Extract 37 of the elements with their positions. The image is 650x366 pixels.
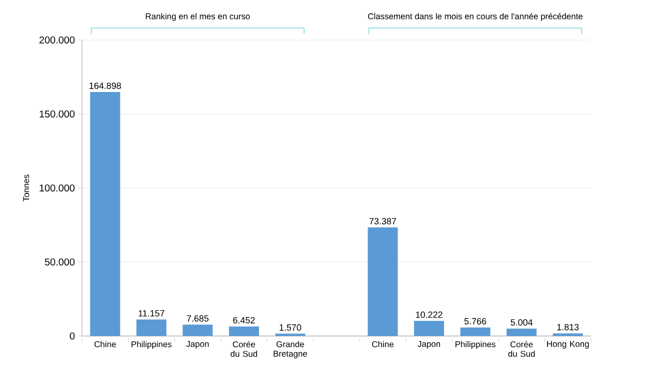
x-tick-label: Corée du Sud — [508, 341, 535, 357]
data-label: 1.813 — [557, 324, 579, 330]
data-label: 7.685 — [186, 315, 209, 322]
y-tick-label: 50.000 — [44, 258, 75, 266]
data-label: 5.766 — [464, 318, 486, 324]
data-label: 1.570 — [280, 324, 302, 331]
bar — [552, 333, 583, 336]
x-tick-label: Corée du Sud — [230, 341, 258, 357]
data-label: 6.452 — [233, 317, 255, 324]
data-label: 11.157 — [138, 310, 164, 316]
bar — [506, 328, 537, 336]
data-label: 164.898 — [90, 82, 121, 89]
x-tick-label: Philippines — [456, 341, 496, 349]
bar — [136, 319, 166, 336]
x-tick-label: Philippines — [132, 341, 172, 349]
y-axis-title: Tonnes — [23, 174, 30, 202]
y-tick-label: 0 — [70, 332, 75, 340]
x-tick-label: Chine — [372, 341, 394, 348]
y-tick-label: 150.000 — [40, 110, 75, 118]
x-tick-label: Japon — [418, 341, 440, 349]
data-label: 5.004 — [510, 319, 533, 326]
y-tick-label: 100.000 — [40, 184, 75, 192]
x-tick-label: Chine — [94, 341, 116, 348]
bar — [460, 327, 490, 336]
bar — [182, 324, 213, 336]
data-label: 10.222 — [416, 311, 442, 318]
y-tick-label: 200.000 — [39, 36, 75, 44]
bar — [90, 92, 120, 336]
x-tick-label: Grande Bretagne — [274, 341, 308, 358]
data-label: 73.387 — [370, 218, 396, 224]
bar — [414, 320, 444, 336]
x-tick-label: Hong Kong — [547, 341, 589, 349]
text: Classement dans le mois en cours de l'année précédente — [368, 12, 583, 21]
text: Ranking en el mes en curso — [146, 13, 250, 21]
x-tick-label: Japon — [186, 341, 209, 349]
bar — [228, 326, 259, 336]
bar — [368, 227, 398, 336]
